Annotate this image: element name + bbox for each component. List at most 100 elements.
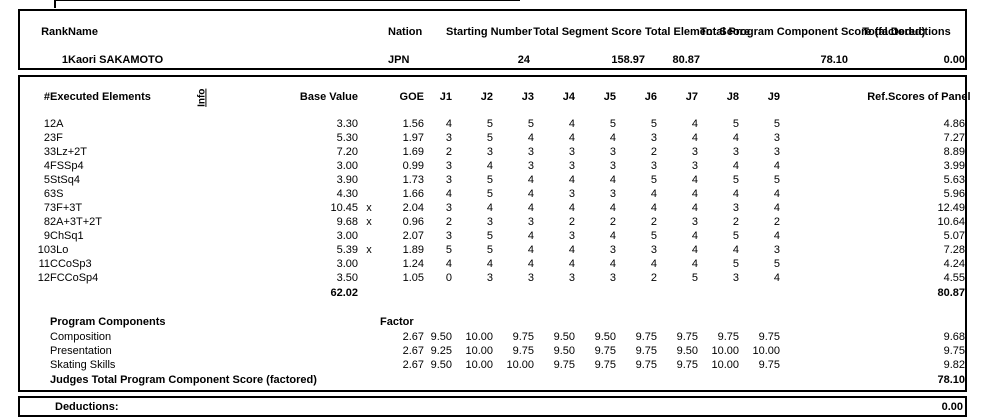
judge-score-cell: 5 bbox=[445, 243, 452, 256]
panel-score-cell: 3.99 bbox=[943, 159, 965, 172]
segment-score-value: 158.97 bbox=[611, 54, 645, 67]
judge-score-cell: 9.75 bbox=[676, 358, 698, 371]
element-number-cell: 5 bbox=[43, 173, 50, 186]
judge-score-cell: 3 bbox=[609, 145, 616, 158]
judge-score-cell: 4 bbox=[568, 243, 575, 256]
segment-score-column-header: Total Segment Score bbox=[533, 25, 642, 38]
judge-score-cell: 3 bbox=[568, 229, 575, 242]
info-column-header: Info bbox=[185, 77, 220, 117]
deductions-value: 0.00 bbox=[941, 400, 963, 413]
judge-score-cell: 4 bbox=[691, 117, 698, 130]
judge-score-cell: 9.50 bbox=[553, 330, 575, 343]
element-number-cell: 11 bbox=[38, 257, 50, 270]
base-value-cell: 3.00 bbox=[336, 229, 358, 242]
element-info-cell bbox=[185, 257, 220, 271]
component-score-value: 78.10 bbox=[820, 54, 848, 67]
judge-score-cell: 3 bbox=[773, 131, 780, 144]
judge-score-cell: 5 bbox=[486, 243, 493, 256]
element-number-cell: 3 bbox=[43, 145, 50, 158]
judge-score-cell: 9.25 bbox=[430, 344, 452, 357]
judge-score-cell: 3 bbox=[609, 159, 616, 172]
judge-score-cell: 5 bbox=[486, 173, 493, 186]
base-value-cell: 3.00 bbox=[336, 159, 358, 172]
credit-marker-cell: x bbox=[366, 215, 372, 228]
base-value-cell: 5.30 bbox=[336, 131, 358, 144]
scores-of-panel-column-header: Scores of Panel bbox=[888, 90, 971, 103]
component-row: Presentation 2.67 9.25 10.00 9.75 9.50 9… bbox=[20, 344, 965, 358]
spacer-row bbox=[20, 301, 965, 314]
judge-score-cell: 10.00 bbox=[465, 358, 493, 371]
credit-marker-cell bbox=[358, 117, 380, 131]
element-name-cell: FCCoSp4 bbox=[50, 271, 99, 284]
components-total-label: Judges Total Program Component Score (fa… bbox=[50, 373, 317, 386]
base-value-cell: 3.90 bbox=[336, 173, 358, 186]
components-total-value: 78.10 bbox=[937, 373, 965, 386]
ref-cell bbox=[780, 257, 888, 271]
element-row: 11 CCoSp3 3.00 1.24 4 4 4 4 4 4 4 5 bbox=[20, 257, 965, 271]
factor-cell: 2.67 bbox=[402, 344, 424, 357]
judge-score-cell: 4 bbox=[773, 187, 780, 200]
judge-score-cell: 4 bbox=[527, 173, 534, 186]
judge-score-cell: 4 bbox=[691, 173, 698, 186]
goe-cell: 1.69 bbox=[402, 145, 424, 158]
components-header-row: Program Components Factor bbox=[20, 314, 965, 330]
panel-score-cell: 8.89 bbox=[943, 145, 965, 158]
judge-2-column-header: J2 bbox=[480, 90, 493, 103]
element-row: 8 2A+3T+2T 9.68 x 0.96 2 3 3 2 2 2 3 2 bbox=[20, 215, 965, 229]
panel-score-cell: 4.55 bbox=[943, 271, 965, 284]
element-info-cell bbox=[185, 229, 220, 243]
judge-score-cell: 9.50 bbox=[553, 344, 575, 357]
judge-score-cell: 4 bbox=[691, 257, 698, 270]
credit-marker-cell bbox=[358, 159, 380, 173]
goe-column-header: GOE bbox=[399, 90, 424, 103]
judge-score-cell: 3 bbox=[609, 187, 616, 200]
judge-score-cell: 3 bbox=[650, 243, 657, 256]
deductions-column-header: Total Deductions bbox=[862, 25, 951, 38]
credit-marker-cell bbox=[358, 257, 380, 271]
component-name-cell: Composition bbox=[50, 330, 112, 343]
element-row: 3 3Lz+2T 7.20 1.69 2 3 3 3 3 2 3 3 bbox=[20, 145, 965, 159]
element-info-cell bbox=[185, 145, 220, 159]
judge-score-cell: 3 bbox=[527, 159, 534, 172]
judge-score-cell: 5 bbox=[486, 229, 493, 242]
judge-score-cell: 9.50 bbox=[676, 344, 698, 357]
skater-nation: JPN bbox=[388, 54, 410, 67]
judge-score-cell: 3 bbox=[486, 145, 493, 158]
judge-score-cell: 10.00 bbox=[711, 344, 739, 357]
judge-score-cell: 2 bbox=[609, 215, 616, 228]
element-name-cell: 3F+3T bbox=[50, 201, 83, 214]
ref-cell bbox=[780, 159, 888, 173]
name-column-header: Name bbox=[68, 25, 98, 38]
judge-score-cell: 10.00 bbox=[506, 358, 534, 371]
judge-score-cell: 5 bbox=[691, 271, 698, 284]
panel-score-cell: 7.27 bbox=[943, 131, 965, 144]
base-value-cell: 3.30 bbox=[336, 117, 358, 130]
judge-score-cell: 5 bbox=[486, 187, 493, 200]
judge-score-cell: 4 bbox=[527, 243, 534, 256]
judge-score-cell: 4 bbox=[568, 117, 575, 130]
element-name-cell: 3Lz+2T bbox=[50, 145, 87, 158]
judge-score-cell: 4 bbox=[691, 229, 698, 242]
skater-rank: 1 bbox=[61, 54, 68, 67]
ref-cell bbox=[780, 201, 888, 215]
judge-7-column-header: J7 bbox=[685, 90, 698, 103]
judge-score-cell: 5 bbox=[650, 173, 657, 186]
base-value-cell: 10.45 bbox=[330, 201, 358, 214]
judge-score-cell: 10.00 bbox=[711, 358, 739, 371]
ref-cell bbox=[780, 358, 888, 372]
judge-score-cell: 4 bbox=[773, 201, 780, 214]
judge-score-cell: 4 bbox=[568, 201, 575, 214]
page-artifact-tick bbox=[54, 0, 56, 8]
judge-score-cell: 9.75 bbox=[594, 358, 616, 371]
component-row: Composition 2.67 9.50 10.00 9.75 9.50 9.… bbox=[20, 330, 965, 344]
component-score-cell: 9.82 bbox=[943, 358, 965, 371]
element-row: 4 FSSp4 3.00 0.99 3 4 3 3 3 3 3 4 bbox=[20, 159, 965, 173]
judge-score-cell: 3 bbox=[732, 201, 739, 214]
program-components-title: Program Components bbox=[50, 315, 166, 328]
judge-score-cell: 5 bbox=[773, 257, 780, 270]
judge-score-cell: 9.50 bbox=[430, 358, 452, 371]
judge-score-cell: 5 bbox=[732, 173, 739, 186]
panel-score-cell: 7.28 bbox=[943, 243, 965, 256]
judge-score-cell: 3 bbox=[609, 271, 616, 284]
goe-cell: 1.73 bbox=[402, 173, 424, 186]
